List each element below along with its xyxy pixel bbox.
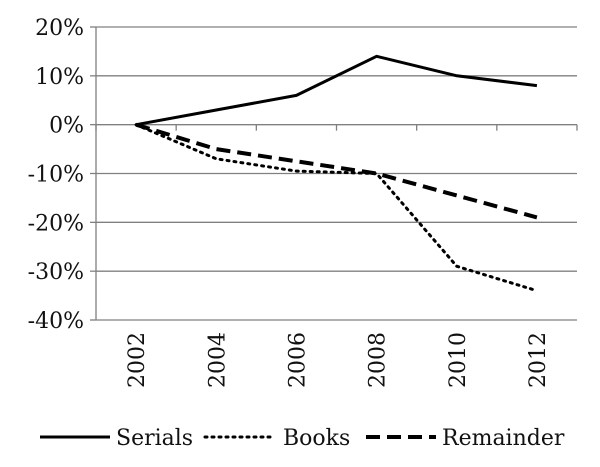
series-lines bbox=[134, 54, 539, 293]
x-tick-label: 2004 bbox=[205, 332, 230, 388]
legend-label-remainder: Remainder bbox=[442, 426, 565, 451]
x-axis-tick-labels: 2002 2004 2006 2008 2010 2012 bbox=[125, 332, 551, 388]
y-tick-label: -10% bbox=[28, 163, 84, 188]
y-tick-label: -20% bbox=[28, 211, 84, 236]
legend-label-serials: Serials bbox=[116, 426, 193, 451]
y-tick-label: 10% bbox=[35, 65, 84, 90]
y-tick-label: -40% bbox=[28, 309, 84, 334]
series-line-books bbox=[134, 123, 539, 293]
x-tick-label: 2008 bbox=[366, 332, 391, 388]
x-tick-label: 2012 bbox=[526, 332, 551, 388]
legend: Serials Books Remainder bbox=[40, 426, 565, 451]
y-tick-label: -30% bbox=[28, 260, 84, 285]
y-axis-tick-labels: 20% 10% 0% -10% -20% -30% -40% bbox=[28, 16, 84, 334]
x-tick-label: 2006 bbox=[285, 332, 310, 388]
x-tick-label: 2010 bbox=[446, 332, 471, 388]
legend-label-books: Books bbox=[283, 426, 350, 451]
y-tick-label: 0% bbox=[49, 114, 84, 139]
series-line-remainder bbox=[135, 122, 538, 220]
axes bbox=[90, 26, 578, 321]
x-tick-label: 2002 bbox=[125, 332, 150, 388]
series-line-serials bbox=[135, 54, 538, 127]
grid-lines bbox=[96, 26, 577, 321]
y-tick-label: 20% bbox=[35, 16, 84, 41]
